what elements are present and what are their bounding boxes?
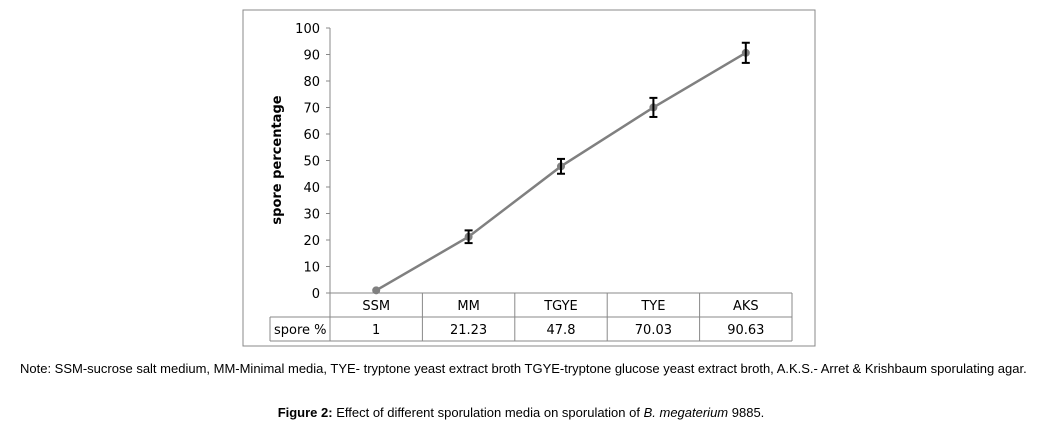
chart-border (242, 9, 816, 347)
data-table-value: 90.63 (727, 323, 764, 338)
y-tick-label: 0 (312, 287, 320, 302)
line-chart: 0 10 20 30 40 50 60 70 80 90 100 spore % SSM 1 MM 21.23… (242, 9, 816, 347)
y-tick-label: 40 (303, 181, 320, 196)
caption-text: Effect of different sporulation media on… (332, 405, 644, 420)
y-tick-label: 10 (303, 261, 320, 276)
y-tick-label: 90 (303, 49, 320, 64)
y-tick-label: 20 (303, 234, 320, 249)
y-tick-label: 70 (303, 102, 320, 117)
y-tick-label: 80 (303, 75, 320, 90)
x-category-label: TGYE (543, 299, 578, 314)
data-table-value: 21.23 (450, 323, 487, 338)
data-table-value: 70.03 (635, 323, 672, 338)
y-tick-label: 50 (303, 155, 320, 170)
caption-label: Figure 2: (277, 405, 333, 420)
figure-note: Note: SSM-sucrose salt medium, MM-Minima… (20, 361, 1027, 376)
y-tick-label: 30 (303, 208, 320, 223)
caption-text-end: 9885. (728, 405, 765, 420)
x-category-label: AKS (733, 299, 759, 314)
caption-species: B. megaterium (643, 405, 729, 420)
data-point (372, 286, 381, 295)
x-category-label: SSM (362, 299, 390, 314)
x-category-label: MM (457, 299, 479, 314)
data-table-value: 47.8 (547, 323, 576, 338)
x-category-label: TYE (640, 299, 665, 314)
y-axis-label: spore percentage (270, 95, 285, 224)
figure-caption: Figure 2: Effect of different sporulatio… (0, 405, 1042, 420)
y-tick-label: 100 (295, 22, 320, 37)
y-tick-label: 60 (303, 128, 320, 143)
data-table-value: 1 (372, 323, 380, 338)
legend-series-label: spore % (274, 323, 327, 338)
